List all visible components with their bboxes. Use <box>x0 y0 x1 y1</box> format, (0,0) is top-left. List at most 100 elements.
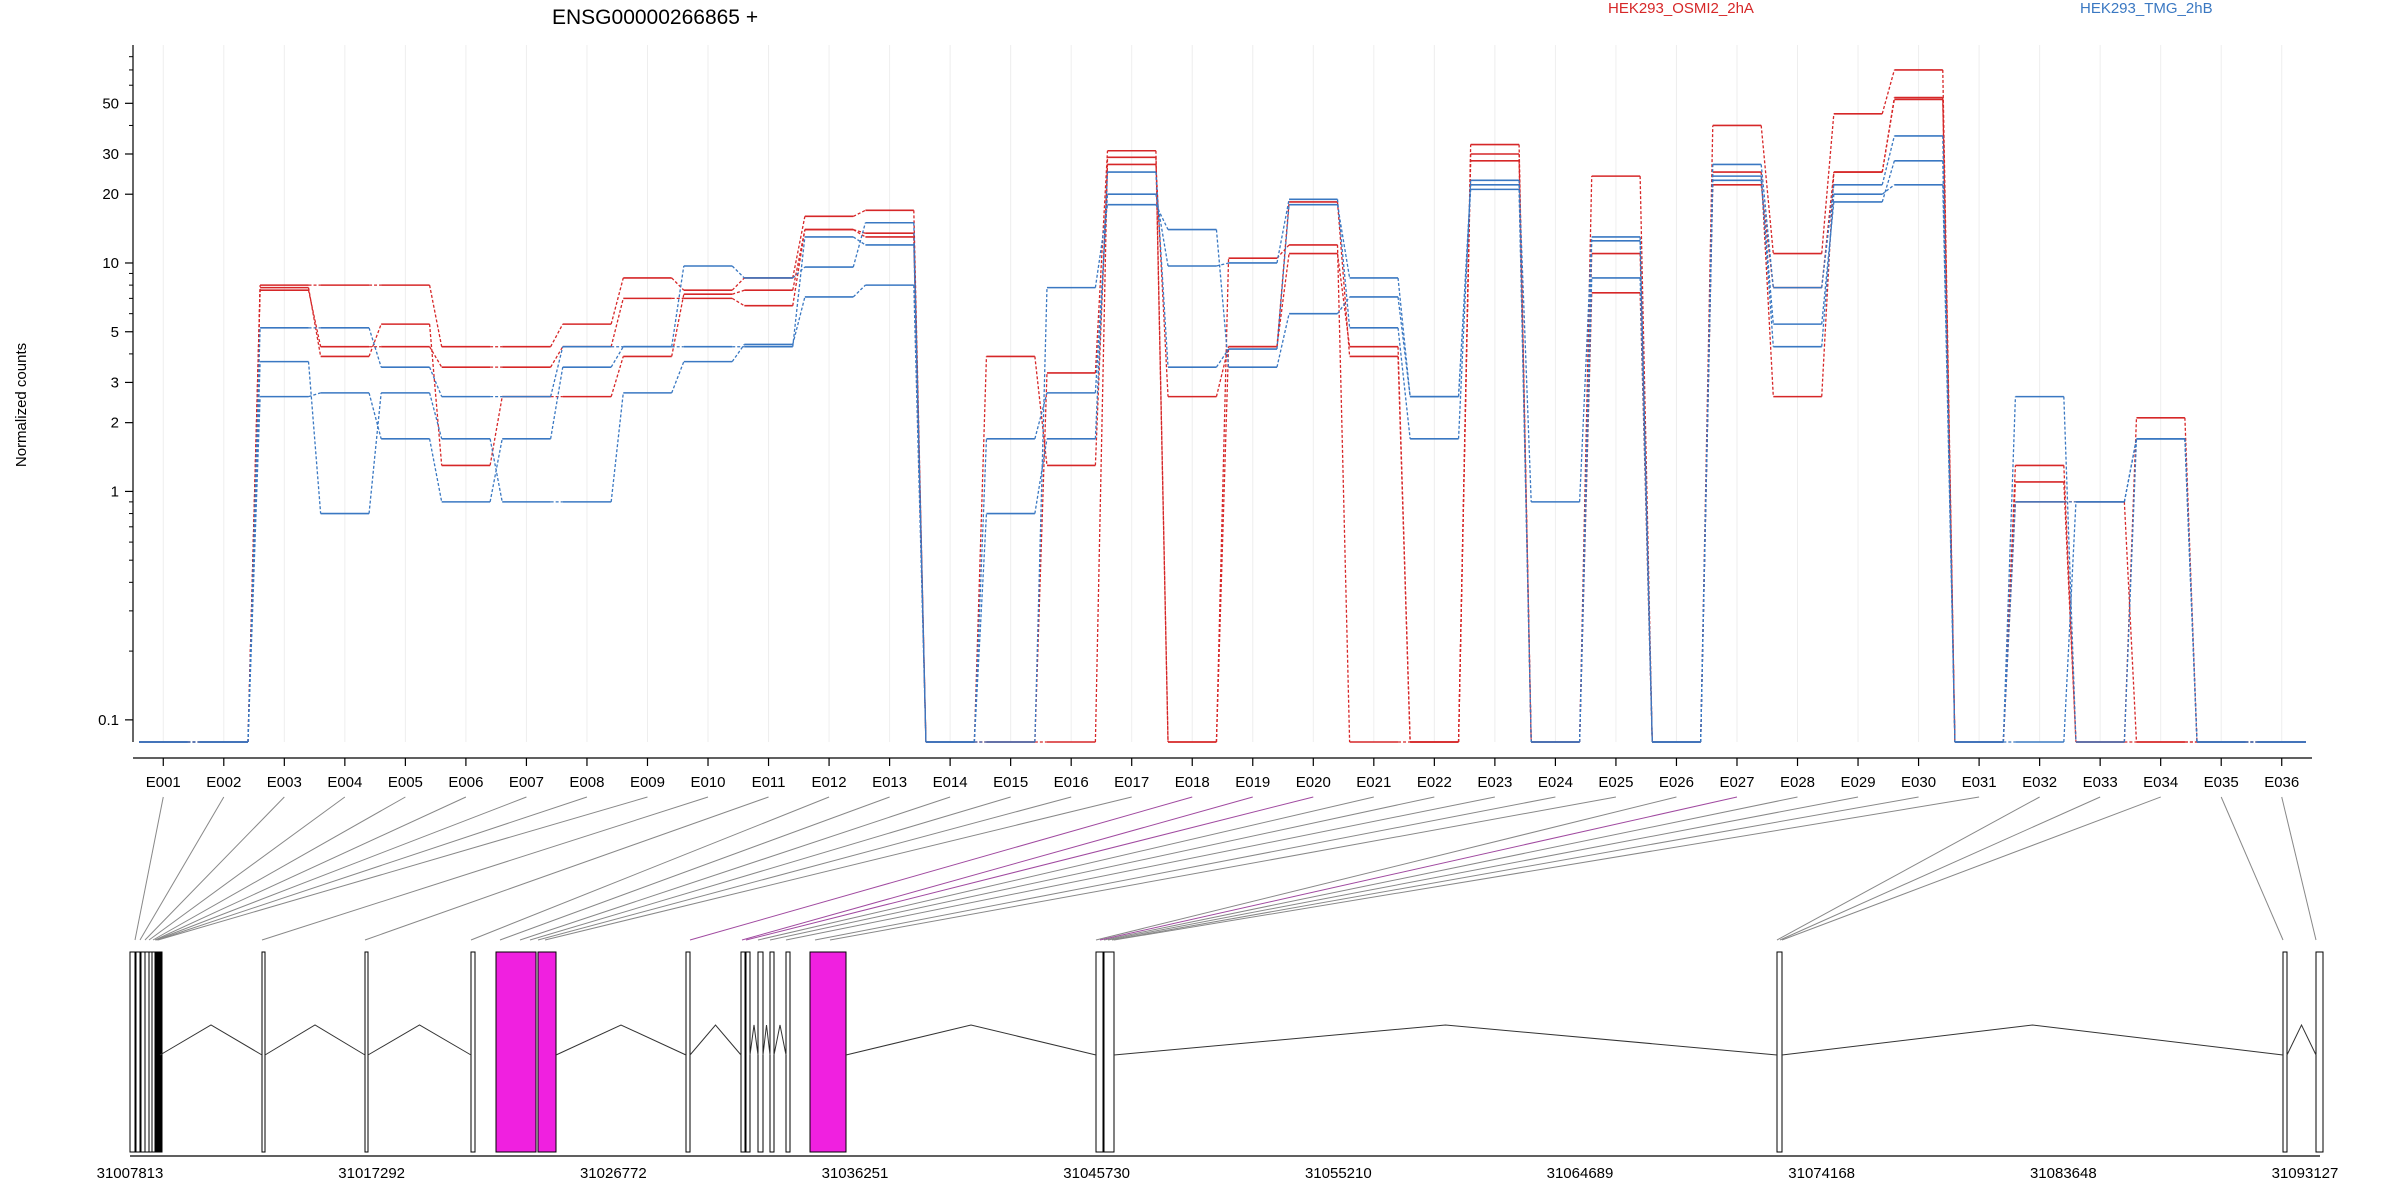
legend-entry-osmi2: HEK293_OSMI2_2hA <box>1608 0 1754 17</box>
series-connector <box>1276 244 1290 259</box>
series-connector <box>1094 204 1109 288</box>
series-connector <box>247 285 261 743</box>
exon-connector-line <box>785 796 1495 941</box>
series-connector <box>973 513 988 743</box>
series-connector <box>2002 501 2017 743</box>
x-tick-label: E010 <box>690 774 725 791</box>
series-connector <box>973 356 988 743</box>
series-connector <box>1700 176 1714 743</box>
y-tick-label: 3 <box>111 374 119 391</box>
x-tick-label: E028 <box>1780 774 1815 791</box>
series-connector <box>1336 204 1351 279</box>
series-connector <box>1457 189 1472 397</box>
series-connector <box>1216 262 1229 267</box>
series-connector <box>1578 236 1593 502</box>
series-connector <box>1821 184 1835 288</box>
series-connector <box>550 346 564 368</box>
exon-connector-line <box>745 796 1314 941</box>
series-connector <box>671 277 685 291</box>
series-connector <box>2123 438 2138 502</box>
series-connector <box>489 438 503 502</box>
x-tick-label: E005 <box>388 774 423 791</box>
x-tick-label: E022 <box>1417 774 1452 791</box>
series-connector <box>368 392 382 439</box>
intron-line <box>367 1024 472 1056</box>
x-tick-label: E013 <box>872 774 907 791</box>
exon-block <box>1776 951 1783 1153</box>
series-connector <box>1881 97 1895 173</box>
series-connector <box>550 323 564 348</box>
exon-connector-line <box>1103 796 1798 941</box>
series-osmi2-2 <box>139 96 2306 743</box>
exon-block <box>135 951 141 1153</box>
x-tick-label: E029 <box>1841 774 1876 791</box>
x-tick-label: E026 <box>1659 774 1694 791</box>
exon-block <box>685 951 691 1153</box>
series-connector <box>1034 287 1048 743</box>
series-connector <box>368 392 382 514</box>
coord-tick-label: 31093127 <box>2272 1165 2339 1182</box>
exon-connector-line <box>1779 796 2101 941</box>
exon-connector-line <box>1113 796 1980 941</box>
x-tick-label: E032 <box>2022 774 2057 791</box>
exon-connectors <box>134 796 2317 941</box>
series-connector <box>671 361 685 394</box>
coord-tick-label: 31083648 <box>2030 1165 2097 1182</box>
series-connector <box>489 396 503 466</box>
series-connector <box>428 438 443 502</box>
x-tick-label: E011 <box>752 774 786 791</box>
exon-connector-line <box>152 796 406 941</box>
series-tmg-4 <box>139 160 2306 743</box>
series-connector <box>792 296 806 345</box>
legend-entry-tmg: HEK293_TMG_2hB <box>2080 0 2213 17</box>
exon-connector-line <box>757 796 1374 941</box>
series-connector <box>1518 189 1532 743</box>
series-connector <box>429 346 443 368</box>
series-connector <box>1881 69 1895 114</box>
intron-line <box>762 1024 771 1056</box>
x-tick-label: E027 <box>1719 774 1754 791</box>
coord-tick-label: 31026772 <box>580 1165 647 1182</box>
series-connector <box>1457 180 1472 439</box>
coord-tick-label: 31007813 <box>97 1165 164 1182</box>
x-tick-label: E030 <box>1901 774 1936 791</box>
series-connector <box>428 366 443 397</box>
series-connector <box>2123 438 2138 743</box>
series-connector <box>1397 296 1411 397</box>
series-connector <box>2063 465 2077 743</box>
series-connector <box>792 229 806 291</box>
x-tick-label: E017 <box>1114 774 1149 791</box>
x-tick-label: E031 <box>1962 774 1997 791</box>
series-connector <box>1094 172 1109 439</box>
series-connector <box>852 284 866 298</box>
genomic-coordinate-axis: 31007813 31017292 31026772 31036251 31045730… <box>97 1155 2339 1182</box>
intron-line <box>749 1024 759 1056</box>
x-tick-label: E019 <box>1235 774 1270 791</box>
series-connector <box>1336 296 1351 315</box>
x-tick-label: E003 <box>267 774 302 791</box>
y-tick-label: 5 <box>111 324 119 341</box>
series-connector <box>1397 346 1411 743</box>
series-connector <box>1034 438 1048 514</box>
exon-connector-line <box>139 796 225 941</box>
intron-line <box>773 1024 787 1056</box>
exon-connector-line <box>156 796 588 941</box>
series-connector <box>307 287 322 357</box>
intron-line <box>264 1024 366 1056</box>
series-connector <box>2002 396 2017 743</box>
exon-connector-line <box>689 796 1193 941</box>
x-tick-label: E033 <box>2083 774 2118 791</box>
gene-model-track <box>129 951 2324 1153</box>
exon-connector-line <box>519 796 951 941</box>
exon-connector-line <box>1107 796 1859 941</box>
exon-connector-line <box>769 796 1435 941</box>
series-connector <box>792 229 806 306</box>
x-tick-label: E007 <box>509 774 544 791</box>
x-axis: E001 E002 E003 E004 E005 E006 E007 E008 E009 E010… <box>133 757 2312 791</box>
series-connector <box>731 297 745 307</box>
exon-connector-line <box>2281 796 2317 941</box>
exon-connector-line <box>154 796 467 941</box>
y-axis: 0.1 1 2 3 5 10 20 30 50 <box>98 45 134 742</box>
y-tick-label: 20 <box>102 186 119 203</box>
series-connector <box>1397 327 1411 439</box>
